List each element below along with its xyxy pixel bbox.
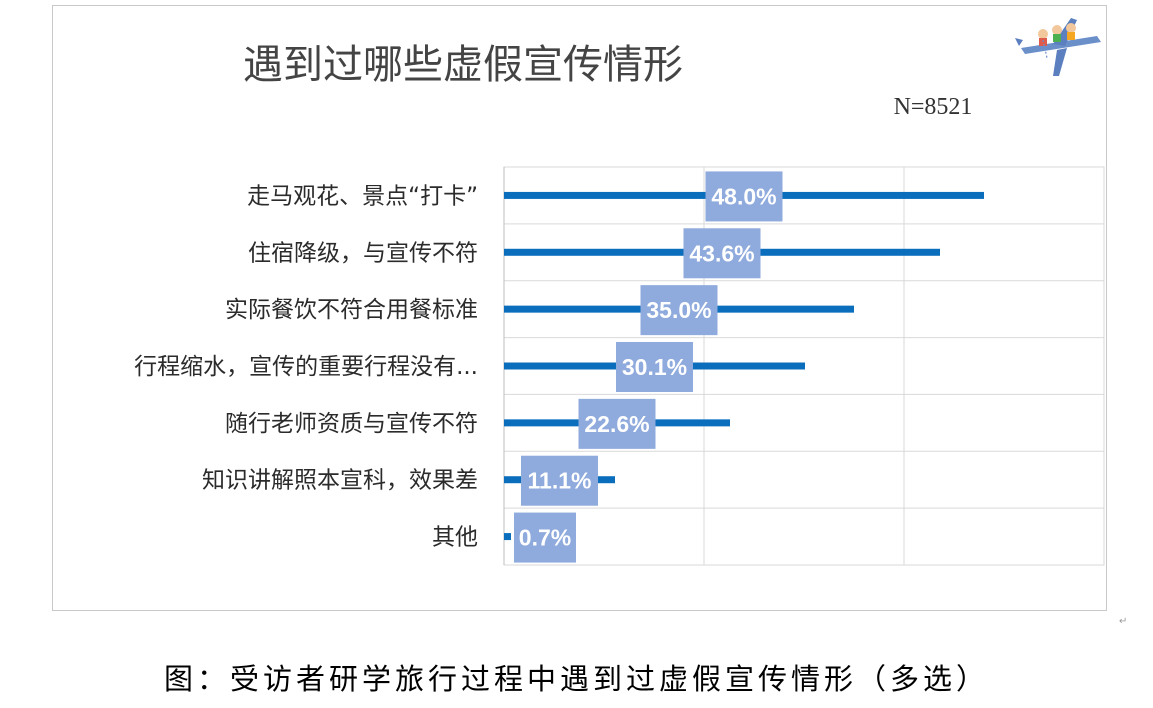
data-label-box: [683, 228, 761, 279]
data-label-box: [705, 171, 783, 222]
data-label-box: [578, 398, 656, 449]
bar-chart: 遇到过哪些虚假宣传情形 N=8521 走马观花、景点“打卡” 48.0% 住宿降级，…: [134, 18, 1105, 566]
category-label: 随行老师资质与宣传不符: [225, 411, 478, 437]
data-label-box: [521, 455, 598, 506]
category-label: 走马观花、景点“打卡”: [247, 183, 478, 209]
data-label-box: [616, 342, 693, 392]
data-label-box: [640, 285, 718, 336]
data-label: 0.7%: [519, 525, 571, 551]
chart-frame: 遇到过哪些虚假宣传情形 N=8521 走马观花、景点“打卡” 48.0% 住宿降级，…: [52, 5, 1107, 611]
sample-size-note: N=8521: [894, 94, 973, 120]
category-label: 住宿降级，与宣传不符: [248, 240, 478, 266]
category-label: 行程缩水，宣传的重要行程没有...: [134, 354, 478, 380]
data-label: 22.6%: [584, 411, 649, 437]
plot-area: 走马观花、景点“打卡” 48.0% 住宿降级，与宣传不符 43.6% 实际餐饮不符合用餐…: [134, 166, 1105, 566]
data-label-box: [514, 512, 576, 563]
data-label: 30.1%: [622, 354, 687, 380]
data-label: 43.6%: [689, 240, 754, 266]
figure-caption: 图：受访者研学旅行过程中遇到过虚假宣传情形（多选）: [163, 662, 989, 696]
chart-title: 遇到过哪些虚假宣传情形: [243, 42, 683, 88]
data-label: 48.0%: [711, 183, 776, 209]
bar: [504, 533, 511, 541]
category-label: 实际餐饮不符合用餐标准: [225, 297, 478, 323]
category-label: 知识讲解照本宣科，效果差: [202, 468, 478, 494]
data-label: 11.1%: [528, 468, 592, 494]
paragraph-mark: ↵: [1119, 616, 1128, 627]
airplane-with-children-icon: [1015, 18, 1101, 76]
data-label: 35.0%: [646, 297, 711, 323]
category-label: 其他: [432, 525, 478, 551]
